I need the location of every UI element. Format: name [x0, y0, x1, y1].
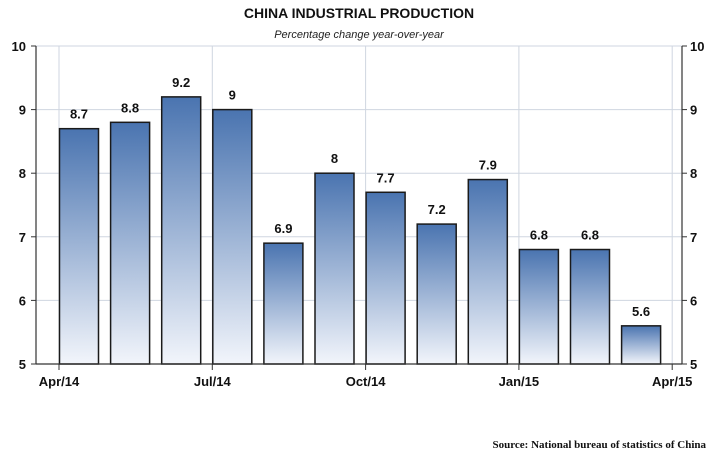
- bar-jun-14: [160, 96, 202, 365]
- bar-sep-14: [314, 172, 355, 365]
- data-label: 7.7: [377, 170, 395, 185]
- plot-area: 5 5 6 6 7 7 8 8 9 9 10 10 Apr/14 Jul/14 Oct/14 Jan/15 Ap…: [12, 39, 705, 389]
- y-tick-label-right: 6: [690, 293, 697, 308]
- y-tick-label-left: 10: [12, 39, 26, 54]
- chart-subtitle: Percentage change year-over-year: [274, 29, 445, 41]
- data-label: 8: [331, 151, 338, 166]
- x-tick-label: Jan/15: [499, 374, 539, 389]
- x-tick-label: Oct/14: [346, 374, 387, 389]
- x-tick-label: Apr/14: [39, 374, 80, 389]
- bar-apr-14: [58, 127, 100, 365]
- data-label: 8.8: [121, 100, 139, 115]
- bar-oct-14: [365, 191, 406, 365]
- y-tick-label-left: 6: [19, 293, 26, 308]
- data-label: 9.2: [172, 75, 190, 90]
- bar-aug-14: [263, 242, 304, 365]
- data-label: 6.9: [274, 221, 292, 236]
- y-tick-label-left: 8: [19, 166, 26, 181]
- x-tick-label: Jul/14: [194, 374, 232, 389]
- data-label: 6.8: [530, 228, 548, 243]
- data-label: 5.6: [632, 304, 650, 319]
- y-tick-label-left: 7: [19, 230, 26, 245]
- bar-jan-15: [518, 248, 560, 365]
- y-tick-label-right: 10: [690, 39, 704, 54]
- y-tick-label-right: 5: [690, 357, 697, 372]
- data-label: 7.2: [428, 202, 446, 217]
- bar-feb-15: [569, 248, 611, 365]
- data-label: 8.7: [70, 107, 88, 122]
- bar-mar-15: [620, 325, 662, 365]
- data-label: 9: [229, 88, 236, 103]
- y-tick-label-right: 9: [690, 103, 697, 118]
- source-note: Source: National bureau of statistics of…: [493, 439, 707, 451]
- bar-dec-14: [467, 178, 509, 365]
- chart-title: CHINA INDUSTRIAL PRODUCTION: [244, 5, 474, 21]
- data-label: 6.8: [581, 228, 599, 243]
- y-tick-label-right: 8: [690, 166, 697, 181]
- data-label: 7.9: [479, 158, 497, 173]
- bar-nov-14: [416, 223, 457, 365]
- y-tick-label-right: 7: [690, 230, 697, 245]
- y-tick-label-left: 5: [19, 357, 26, 372]
- y-tick-label-left: 9: [19, 103, 26, 118]
- x-tick-label: Apr/15: [652, 374, 692, 389]
- bar-may-14: [109, 121, 151, 365]
- bar-jul-14: [212, 108, 253, 365]
